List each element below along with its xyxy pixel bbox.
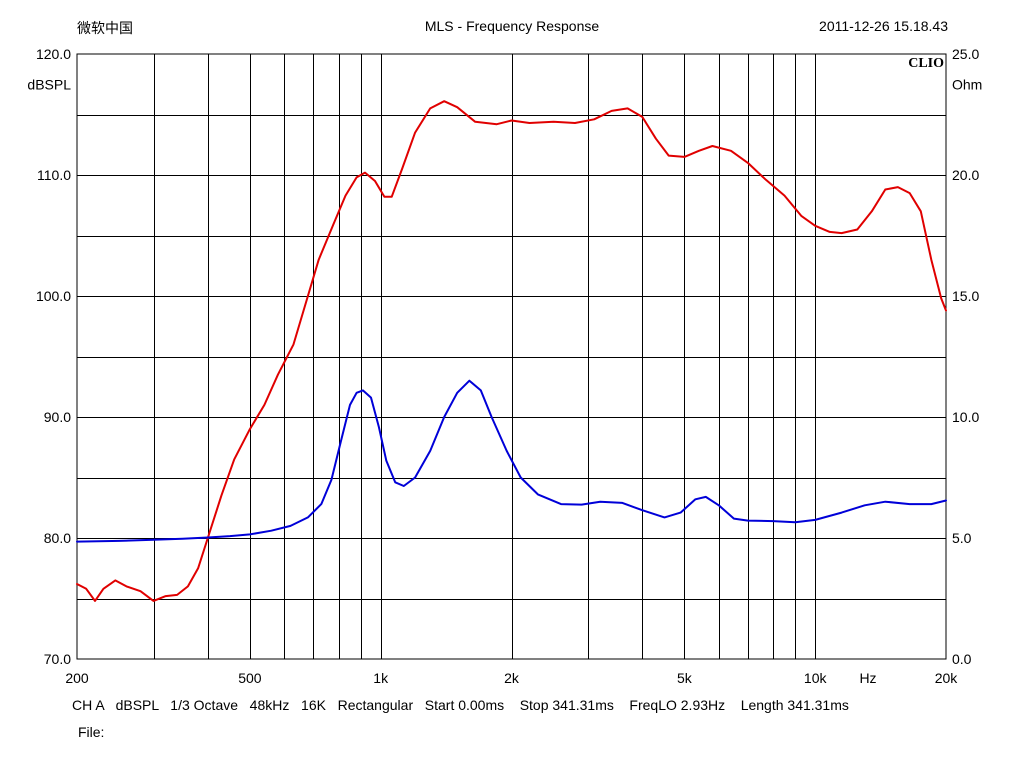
y-left-axis: 70.0 80.0 90.0 100.0 110.0 120.0 [36,46,71,667]
x-tick-label: 200 [65,670,89,686]
x-tick-label: 10k [804,670,828,686]
plot-frame [76,53,947,660]
x-tick-label: 500 [238,670,262,686]
chart-title: MLS - Frequency Response [424,18,600,34]
measurement-parameters: CH A dBSPL 1/3 Octave 48kHz 16K Rectangu… [72,697,849,713]
x-tick-label: 2k [504,670,520,686]
y-left-tick-label: 100.0 [36,288,71,304]
y-left-tick-label: 120.0 [36,46,71,62]
y-right-axis-label: Ohm [952,76,982,92]
x-tick-label: 20k [935,670,959,686]
file-label: File: [78,724,105,740]
y-left-tick-label: 80.0 [44,530,71,546]
x-axis-unit-label: Hz [859,670,876,686]
impedance-line [76,379,947,543]
spl-response-line [76,100,947,602]
x-axis: 200 500 1k 2k 5k 10k 20k [65,670,958,686]
y-left-tick-label: 70.0 [44,651,71,667]
y-left-tick-label: 110.0 [37,167,71,183]
series-layer [76,100,947,602]
y-left-axis-label: dBSPL [27,76,71,92]
x-tick-label: 5k [677,670,693,686]
y-right-tick-label: 25.0 [952,46,979,62]
clio-brand-logo: CLIO [908,56,944,71]
y-right-axis: 0.0 5.0 10.0 15.0 20.0 25.0 [952,46,979,667]
y-right-tick-label: 5.0 [952,530,972,546]
header-vendor-label: 微软中国 [77,20,133,36]
y-right-tick-label: 0.0 [952,651,972,667]
y-right-tick-label: 10.0 [952,409,979,425]
y-left-tick-label: 90.0 [44,409,71,425]
x-tick-label: 1k [373,670,389,686]
y-right-tick-label: 20.0 [952,167,979,183]
y-right-tick-label: 15.0 [952,288,979,304]
grid [77,54,946,659]
timestamp: 2011-12-26 15.18.43 [819,18,948,34]
